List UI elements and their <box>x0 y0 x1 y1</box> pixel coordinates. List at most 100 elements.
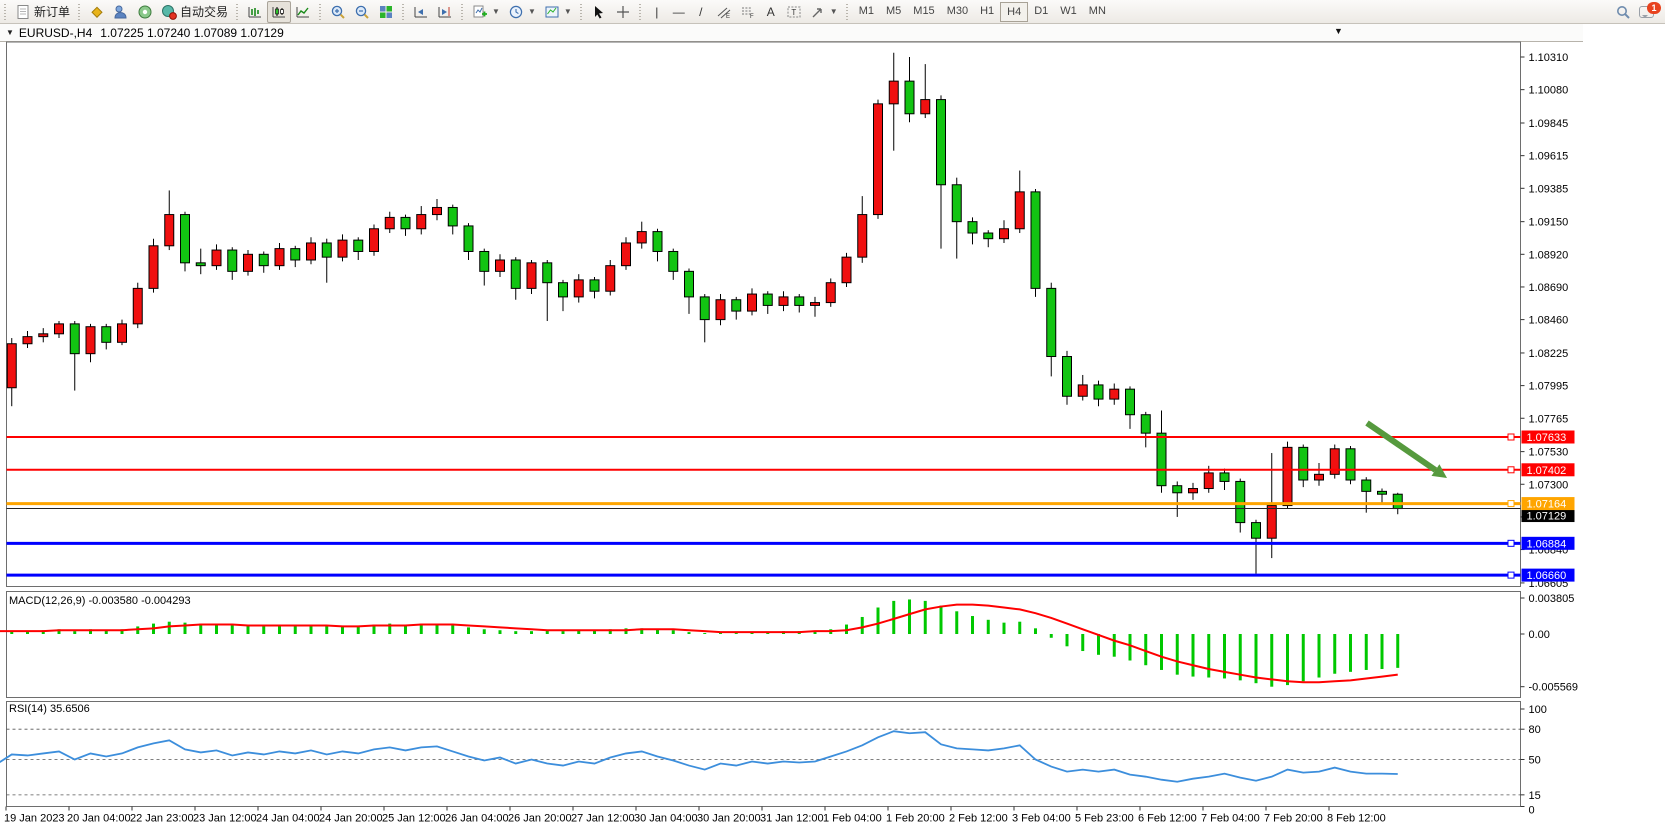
hline-tool-button[interactable]: — <box>668 2 690 22</box>
time-tick-label: 27 Jan 12:00 <box>571 813 635 825</box>
main-price-pane[interactable] <box>6 41 1521 587</box>
zoom-in-button[interactable] <box>326 2 350 22</box>
price-tick-label: 1.10080 <box>1529 85 1569 97</box>
signals-button[interactable] <box>133 2 157 22</box>
label-tool-button[interactable]: T <box>782 2 806 22</box>
macd-scale-label: -0.005569 <box>1529 682 1579 694</box>
rsi-name: RSI(14) <box>9 703 47 715</box>
candle-bullish <box>1266 505 1277 539</box>
time-tick-label: 20 Jan 04:00 <box>67 813 131 825</box>
new-order-button[interactable]: 新订单 <box>11 2 74 22</box>
shapes-tool-button[interactable]: ▼ <box>806 2 842 22</box>
tile-windows-button[interactable] <box>374 2 398 22</box>
toolbar-right-group: 1 <box>1615 0 1661 23</box>
market-watch-button[interactable] <box>109 2 133 22</box>
candle-bullish <box>1014 191 1025 230</box>
vertical-line-icon: | <box>655 4 659 19</box>
zoom-out-icon <box>355 5 369 19</box>
metaeditor-button[interactable] <box>85 2 109 22</box>
candle-bearish <box>1251 522 1261 539</box>
toolbar-grip <box>3 3 8 20</box>
chart-menu-triangle-icon[interactable]: ▼ <box>6 28 14 37</box>
macd-name: MACD(12,26,9) <box>9 595 86 607</box>
candle-bullish <box>306 242 316 261</box>
cursor-icon <box>594 5 603 18</box>
candlestick-icon <box>272 6 286 17</box>
channel-tool-button[interactable]: E <box>712 2 736 22</box>
templates-button[interactable]: ▼ <box>540 2 576 22</box>
vline-tool-button[interactable]: | <box>646 2 668 22</box>
candle-bearish <box>290 248 301 261</box>
search-icon[interactable] <box>1615 4 1631 20</box>
bar-chart-mode-button[interactable] <box>243 2 267 22</box>
auto-scroll-icon <box>414 6 428 17</box>
auto-scroll-button[interactable] <box>409 2 433 22</box>
indicators-button[interactable]: ▼ <box>468 2 504 22</box>
tile-windows-icon <box>380 5 393 18</box>
crosshair-icon <box>616 5 629 18</box>
autotrading-label: 自动交易 <box>180 5 229 19</box>
price-tick-label: 1.09385 <box>1529 183 1569 195</box>
autotrading-button[interactable]: 自动交易 <box>157 2 232 22</box>
level-box <box>1521 568 1575 582</box>
candle-bearish <box>1093 384 1104 400</box>
time-tick-label: 2 Feb 12:00 <box>949 813 1008 825</box>
rsi-pane[interactable] <box>6 701 1521 807</box>
price-tick-label: 1.08225 <box>1529 348 1569 360</box>
line-chart-mode-button[interactable] <box>291 2 315 22</box>
level-handle[interactable] <box>1507 571 1515 579</box>
timeframe-w1-button[interactable]: W1 <box>1060 4 1077 17</box>
timeframe-h1-button[interactable]: H1 <box>980 4 995 17</box>
text-tool-button[interactable]: A <box>760 2 782 22</box>
zoom-out-button[interactable] <box>350 2 374 22</box>
timeframe-h4-button[interactable]: H4 <box>1000 1 1029 22</box>
candle-bullish <box>920 99 931 115</box>
timeframe-m1-button[interactable]: M1 <box>858 4 874 17</box>
candles-layer <box>6 52 1403 574</box>
timeframe-m30-button[interactable]: M30 <box>946 4 969 17</box>
candle-bearish <box>731 299 742 312</box>
time-tick-label: 30 Jan 04:00 <box>634 813 698 825</box>
notifications-button[interactable]: 1 <box>1639 1 1661 21</box>
macd-values: -0.003580 -0.004293 <box>88 595 191 607</box>
fibonacci-tool-button[interactable]: F <box>736 2 760 22</box>
cursor-tool-button[interactable] <box>587 2 611 22</box>
rsi-scale-label: 100 <box>1529 704 1547 716</box>
periods-button[interactable]: ▼ <box>504 2 540 22</box>
candle-bullish <box>747 293 757 312</box>
chart-shift-button[interactable] <box>433 2 457 22</box>
candle-bearish <box>353 239 364 252</box>
level-label: 1.07633 <box>1527 432 1567 444</box>
candle-bullish <box>22 336 33 345</box>
crosshair-tool-button[interactable] <box>611 2 635 22</box>
shapes-caret-icon: ▼ <box>829 7 838 16</box>
candle-bearish <box>258 253 269 267</box>
candle-bearish <box>967 221 978 234</box>
level-handle[interactable] <box>1507 539 1515 547</box>
time-tick-label: 3 Feb 04:00 <box>1012 813 1071 825</box>
candle-bearish <box>1377 490 1387 495</box>
timeframe-m15-button[interactable]: M15 <box>913 4 935 17</box>
one-click-dropdown-icon[interactable]: ▼ <box>1334 26 1343 36</box>
candle-bullish <box>825 282 836 304</box>
annotation-arrow[interactable] <box>1365 420 1447 478</box>
level-handle[interactable] <box>1507 466 1515 474</box>
candle-bullish <box>274 248 285 267</box>
level-box <box>1521 430 1575 444</box>
toolbar-grip <box>844 3 850 20</box>
price-tick-label: 1.07765 <box>1529 413 1569 425</box>
candlestick-mode-button[interactable] <box>267 0 292 23</box>
timeframe-m5-button[interactable]: M5 <box>886 4 902 17</box>
toolbar-grip <box>77 3 83 20</box>
toolbar-grip <box>235 3 241 20</box>
timeframe-mn-button[interactable]: MN <box>1088 4 1106 17</box>
level-handle[interactable] <box>1507 433 1515 441</box>
candle-bearish <box>936 99 946 186</box>
candle-bearish <box>180 214 190 264</box>
trendline-tool-button[interactable]: / <box>690 2 712 22</box>
timeframe-d1-button[interactable]: D1 <box>1034 4 1049 17</box>
price-tick-label: 1.10310 <box>1529 52 1569 64</box>
level-handle[interactable] <box>1507 500 1515 508</box>
